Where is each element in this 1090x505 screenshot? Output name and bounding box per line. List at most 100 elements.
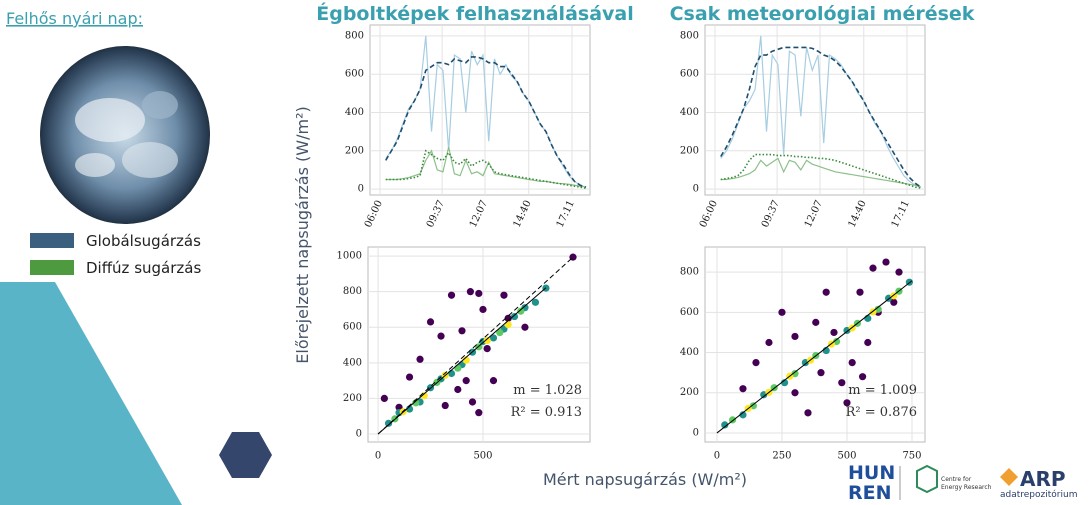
legend-swatch <box>30 233 74 248</box>
scatter-point <box>479 305 487 314</box>
annotation: R² = 0.913 <box>511 405 582 420</box>
scatter-point <box>721 421 729 429</box>
y-tick-label: 800 <box>680 267 699 278</box>
y-tick-label: 0 <box>356 428 362 439</box>
series-line <box>385 149 587 189</box>
x-tick-label: 500 <box>837 451 856 462</box>
x-tick-label: 09:37 <box>760 199 782 230</box>
x-tick-label: 12:07 <box>468 199 490 230</box>
y-tick-label: 200 <box>680 145 699 156</box>
scatter-point <box>822 288 830 296</box>
chart: 0 200 400 600 800 06:00 09:37 12:07 14:40 17:11 <box>680 24 926 230</box>
scatter-point <box>447 369 456 378</box>
logo-arp: ARP adatrepozitórium <box>1000 467 1077 500</box>
scatter-point <box>489 377 498 385</box>
scatter-point <box>838 379 846 387</box>
scatter-point <box>458 327 466 335</box>
logo-text: Energy Research <box>941 484 992 491</box>
logo-text: REN <box>848 482 892 504</box>
scatter-point <box>752 358 760 367</box>
sidebar-title: Felhős nyári nap: <box>6 9 143 28</box>
y-tick-label: 400 <box>345 107 364 118</box>
fit-line <box>377 256 574 435</box>
plot-frame <box>369 24 591 196</box>
x-tick-label: 17:11 <box>890 199 912 230</box>
legend-label: Diffúz sugárzás <box>86 259 201 277</box>
decor-hexagon <box>219 432 272 478</box>
scatter-point <box>830 328 838 337</box>
plot-frame <box>704 24 926 196</box>
y-tick-label: 0 <box>358 184 364 195</box>
scatter-point <box>405 373 414 381</box>
x-tick-label: 500 <box>473 451 492 462</box>
x-tick-label: 06:00 <box>363 199 385 230</box>
scatter-point <box>454 385 462 394</box>
x-tick-label: 0 <box>714 451 720 462</box>
legend-label: Globálsugárzás <box>86 232 201 250</box>
scatter-point <box>510 312 519 321</box>
heading: Égboltképek felhasználásával <box>316 2 634 25</box>
y-tick-label: 0 <box>693 427 699 438</box>
scatter-point <box>890 298 898 306</box>
scatter-point <box>804 409 812 417</box>
scatter-point <box>384 419 393 427</box>
scatter-point <box>500 291 508 299</box>
fit-line <box>377 287 547 435</box>
series-line <box>385 56 587 188</box>
logo-text: HUN <box>848 462 895 484</box>
y-tick-label: 0 <box>693 184 699 195</box>
sky-image <box>40 46 210 224</box>
logo-text: adatrepozitórium <box>1000 489 1077 500</box>
x-axis-label: Mért napsugárzás (W/m²) <box>543 470 747 489</box>
scatter-point <box>856 288 864 296</box>
fit-line <box>716 280 913 434</box>
scatter-point <box>468 398 477 406</box>
scatter-point <box>475 289 483 298</box>
y-tick-label: 600 <box>343 322 362 333</box>
heading: Csak meteorológiai mérések <box>670 3 975 25</box>
scatter-point <box>739 411 747 419</box>
scatter-point <box>504 314 512 322</box>
y-axis-label: Előrejelzett napsugárzás (W/m²) <box>293 106 312 363</box>
annotation: m = 1.028 <box>513 383 582 398</box>
scatter-point <box>517 307 525 315</box>
decor-triangle <box>0 282 182 505</box>
logo-text: Centre for <box>941 476 972 483</box>
x-tick-label: 17:11 <box>555 199 577 230</box>
scatter-point <box>843 399 851 407</box>
scatter-point <box>791 389 799 397</box>
logo-text: ARP <box>1020 467 1066 491</box>
x-tick-label: 0 <box>375 451 381 462</box>
logo-icon <box>1000 468 1018 486</box>
y-tick-label: 400 <box>343 357 362 368</box>
x-tick-label: 12:07 <box>803 199 825 230</box>
scatter-point <box>437 332 445 340</box>
scatter-point <box>426 318 435 326</box>
y-tick-label: 200 <box>343 393 362 404</box>
series-line <box>720 35 922 188</box>
x-tick-label: 06:00 <box>698 199 720 230</box>
scatter-point <box>531 298 540 306</box>
scatter-point <box>864 338 872 347</box>
scatter-point <box>380 394 388 403</box>
series-line <box>720 46 922 188</box>
x-tick-label: 250 <box>772 451 791 462</box>
scatter-point <box>504 320 512 329</box>
scatter-point <box>416 355 424 363</box>
y-tick-label: 200 <box>345 145 364 156</box>
y-tick-label: 400 <box>680 347 699 358</box>
scatter-point <box>812 318 820 326</box>
y-tick-label: 800 <box>343 286 362 297</box>
scatter-point <box>496 328 504 337</box>
y-tick-label: 800 <box>345 30 364 41</box>
chart: 0 200 400 600 800 0 250 500 750 m = 1.009 R² = 0.8… <box>680 246 926 462</box>
chart: 0 200 400 600 800 1000 0 500 m = 1.028 R² = 0.913 <box>337 246 591 462</box>
series-line <box>720 157 922 188</box>
scatter-point <box>405 405 414 413</box>
legend-swatch <box>30 260 74 275</box>
y-tick-label: 400 <box>680 107 699 118</box>
scatter-point <box>489 334 498 342</box>
y-tick-label: 800 <box>680 30 699 41</box>
